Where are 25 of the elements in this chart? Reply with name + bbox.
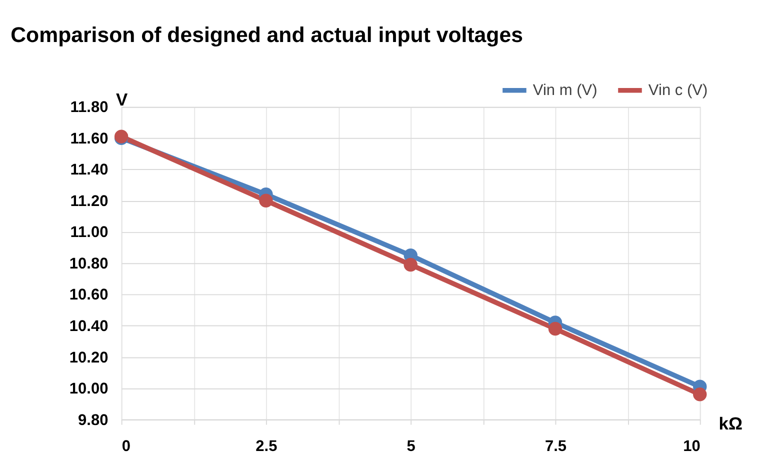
point <box>259 194 273 208</box>
legend-label: Vin c (V) <box>648 82 708 100</box>
legend-label: Vin m (V) <box>532 82 598 100</box>
x-tick-label: 7.5 <box>544 438 567 455</box>
point <box>693 388 707 402</box>
y-tick-label: 11.20 <box>70 192 108 210</box>
y-tick-label: 10.60 <box>69 286 108 304</box>
x-tick-label: 0 <box>122 438 130 455</box>
y-axis-title: V <box>116 89 128 110</box>
y-tick-label: 10.00 <box>69 380 108 398</box>
x-tick-label: 10 <box>683 438 700 455</box>
y-tick-label: 11.60 <box>70 130 108 148</box>
chart-title: Comparison of designed and actual input voltages <box>10 22 523 47</box>
y-tick-label: 11.40 <box>70 162 108 179</box>
x-tick-label: 5 <box>406 438 416 455</box>
y-tick-label: 10.40 <box>69 318 108 335</box>
y-tick-label: 10.80 <box>69 255 108 272</box>
y-tick-label: 11.00 <box>70 224 108 242</box>
y-tick-label: 10.20 <box>69 349 108 366</box>
y-tick-label: 11.80 <box>70 99 108 116</box>
point <box>548 322 562 336</box>
x-tick-label: 2.5 <box>256 438 278 455</box>
x-axis-title: kΩ <box>718 414 743 434</box>
y-tick-label: 9.80 <box>78 412 108 429</box>
point <box>404 258 418 272</box>
